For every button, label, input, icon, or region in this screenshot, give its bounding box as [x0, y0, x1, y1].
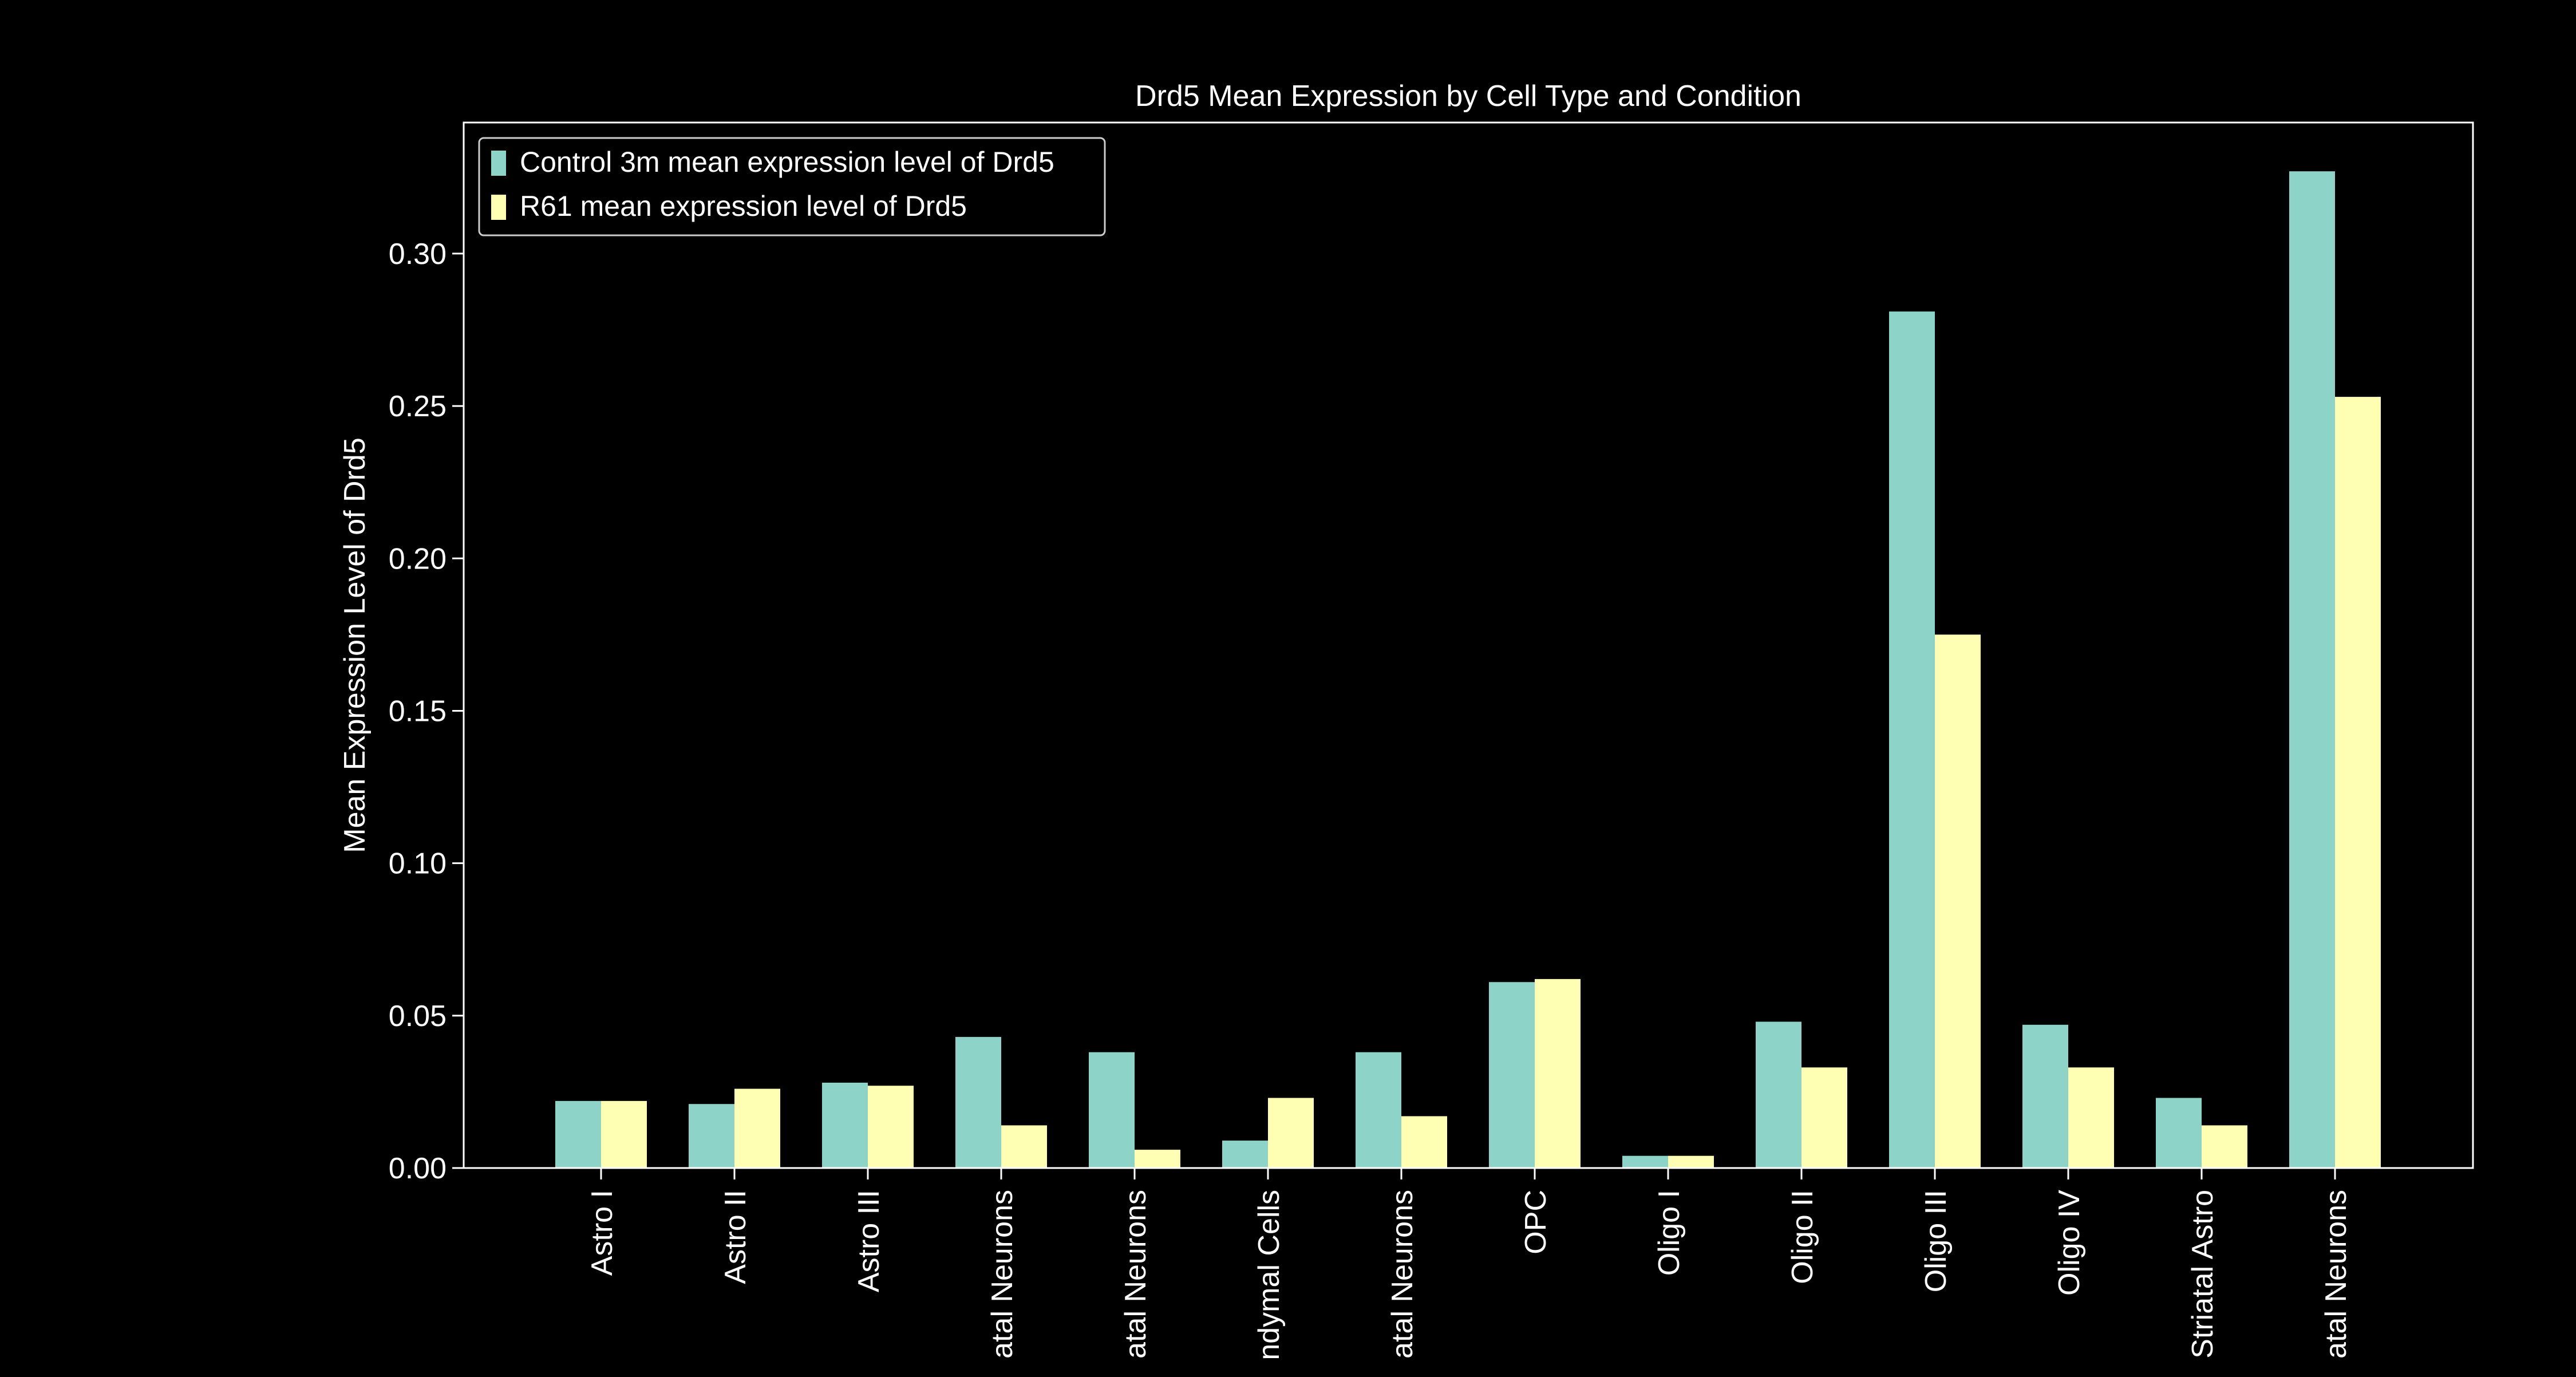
- bar-control-3: [955, 1037, 1001, 1168]
- bar-r61-11: [2068, 1067, 2114, 1168]
- legend-swatch-control: [491, 151, 506, 176]
- bar-control-6: [1356, 1052, 1401, 1168]
- x-tick-label: OPC: [1519, 1190, 1552, 1254]
- x-tick-label: Oligo I: [1653, 1190, 1686, 1276]
- bar-r61-8: [1668, 1155, 1714, 1168]
- bar-r61-2: [868, 1086, 914, 1168]
- bar-r61-13: [2335, 397, 2381, 1168]
- y-tick-label: 0.25: [389, 390, 447, 423]
- bar-r61-3: [1001, 1125, 1047, 1168]
- x-tick-label: Striatal Astro: [2186, 1190, 2219, 1359]
- y-tick-label: 0.05: [389, 1000, 447, 1033]
- x-axis: Astro I Astro II Astro III atal Neurons atal…: [586, 1168, 2353, 1360]
- bars-group: [555, 171, 2381, 1168]
- bar-r61-5: [1268, 1098, 1314, 1168]
- bar-control-0: [555, 1100, 601, 1168]
- x-tick-label: atal Neurons: [1386, 1190, 1419, 1359]
- bar-control-9: [1756, 1021, 1801, 1168]
- x-tick-label: Astro I: [586, 1190, 619, 1276]
- bar-r61-1: [734, 1088, 780, 1168]
- plot-frame: [463, 121, 2474, 1169]
- y-tick-label: 0.30: [389, 238, 447, 271]
- bar-control-10: [1889, 311, 1935, 1168]
- x-tick-label: ndymal Cells: [1253, 1190, 1286, 1360]
- y-axis: 0.00 0.05 0.10 0.15 0.20 0.25 0.30: [389, 238, 464, 1185]
- bar-control-1: [689, 1104, 734, 1168]
- bar-r61-12: [2202, 1125, 2247, 1168]
- legend-label-r61: R61 mean expression level of Drd5: [520, 190, 967, 222]
- bar-control-5: [1222, 1141, 1268, 1168]
- y-tick-label: 0.10: [389, 847, 447, 881]
- x-tick-label: atal Neurons: [986, 1190, 1019, 1359]
- bar-control-2: [822, 1082, 868, 1168]
- y-tick-label: 0.15: [389, 695, 447, 728]
- x-tick-label: Astro III: [852, 1190, 886, 1292]
- legend-box: [478, 137, 1106, 236]
- bar-control-13: [2289, 171, 2335, 1168]
- bar-r61-9: [1801, 1067, 1847, 1168]
- y-axis-label: Mean Expression Level of Drd5: [338, 437, 372, 853]
- bar-r61-6: [1401, 1116, 1447, 1168]
- bar-r61-4: [1135, 1150, 1180, 1168]
- x-tick-label: Oligo IV: [2053, 1190, 2086, 1296]
- chart-title: Drd5 Mean Expression by Cell Type and Co…: [1135, 80, 1801, 113]
- bar-control-11: [2022, 1024, 2068, 1168]
- bar-control-4: [1089, 1052, 1135, 1168]
- x-tick-label: atal Neurons: [1119, 1190, 1152, 1359]
- x-tick-label: Astro II: [719, 1190, 752, 1284]
- x-tick-label: Oligo II: [1786, 1190, 1819, 1284]
- y-tick-label: 0.20: [389, 542, 447, 575]
- bar-r61-0: [601, 1100, 647, 1168]
- x-tick-label: atal Neurons: [2320, 1190, 2353, 1359]
- bar-control-7: [1489, 982, 1535, 1168]
- legend: Control 3m mean expression level of Drd5…: [478, 137, 1106, 236]
- legend-swatch-r61: [491, 195, 506, 220]
- x-tick-label: Oligo III: [1919, 1190, 1953, 1292]
- bar-r61-10: [1935, 634, 1981, 1168]
- bar-r61-7: [1535, 979, 1581, 1168]
- y-tick-label: 0.00: [389, 1152, 447, 1185]
- bar-control-8: [1622, 1155, 1668, 1168]
- bar-control-12: [2156, 1098, 2202, 1168]
- legend-label-control: Control 3m mean expression level of Drd5: [520, 146, 1054, 178]
